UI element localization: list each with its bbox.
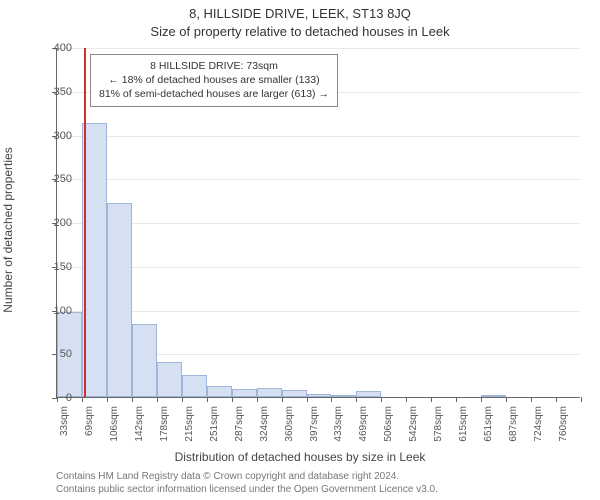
chart-title-main: 8, HILLSIDE DRIVE, LEEK, ST13 8JQ	[0, 6, 600, 21]
credits-line2: Contains public sector information licen…	[56, 484, 438, 497]
x-tick	[82, 397, 83, 402]
x-tick-label: 469sqm	[358, 406, 369, 442]
x-tick	[307, 397, 308, 402]
x-tick-label: 506sqm	[383, 406, 394, 442]
x-tick-label: 106sqm	[109, 406, 120, 442]
x-tick-label: 33sqm	[59, 406, 70, 436]
x-tick	[506, 397, 507, 402]
y-tick-label: 400	[32, 42, 72, 54]
x-tick	[182, 397, 183, 402]
x-tick-label: 178sqm	[159, 406, 170, 442]
annotation-line: 8 HILLSIDE DRIVE: 73sqm	[99, 59, 329, 73]
x-tick-label: 69sqm	[84, 406, 95, 436]
x-tick-label: 251sqm	[209, 406, 220, 442]
x-tick	[481, 397, 482, 402]
x-tick	[581, 397, 582, 402]
chart-title-sub: Size of property relative to detached ho…	[0, 24, 600, 39]
x-tick-label: 651sqm	[483, 406, 494, 442]
y-tick-label: 300	[32, 130, 72, 142]
x-tick-label: 397sqm	[309, 406, 320, 442]
y-tick-label: 0	[32, 392, 72, 404]
x-axis-label: Distribution of detached houses by size …	[0, 450, 600, 464]
x-tick	[331, 397, 332, 402]
x-tick-label: 142sqm	[134, 406, 145, 442]
credits-line1: Contains HM Land Registry data © Crown c…	[56, 471, 438, 484]
y-tick-label: 200	[32, 217, 72, 229]
y-tick-label: 50	[32, 348, 72, 360]
x-tick-label: 433sqm	[333, 406, 344, 442]
x-tick-label: 724sqm	[533, 406, 544, 442]
x-tick	[107, 397, 108, 402]
x-tick	[157, 397, 158, 402]
x-tick-label: 687sqm	[508, 406, 519, 442]
x-tick-label: 578sqm	[433, 406, 444, 442]
x-tick	[381, 397, 382, 402]
x-tick	[207, 397, 208, 402]
annotation-line: 81% of semi-detached houses are larger (…	[99, 87, 329, 101]
annotation-line: ← 18% of detached houses are smaller (13…	[99, 73, 329, 87]
x-tick	[406, 397, 407, 402]
x-tick-label: 542sqm	[408, 406, 419, 442]
x-tick-label: 615sqm	[458, 406, 469, 442]
x-tick-label: 287sqm	[234, 406, 245, 442]
y-tick-label: 250	[32, 173, 72, 185]
y-tick-label: 150	[32, 261, 72, 273]
marker-line	[84, 48, 86, 397]
chart-container: { "chart": { "type": "histogram", "title…	[0, 0, 600, 500]
x-tick	[456, 397, 457, 402]
y-tick-label: 100	[32, 305, 72, 317]
x-tick-label: 360sqm	[284, 406, 295, 442]
x-tick	[232, 397, 233, 402]
x-tick	[531, 397, 532, 402]
x-tick	[282, 397, 283, 402]
y-tick-label: 350	[32, 86, 72, 98]
credits: Contains HM Land Registry data © Crown c…	[56, 471, 438, 496]
x-tick-label: 215sqm	[184, 406, 195, 442]
x-tick	[257, 397, 258, 402]
x-tick	[132, 397, 133, 402]
annotation-box: 8 HILLSIDE DRIVE: 73sqm← 18% of detached…	[90, 54, 338, 107]
x-tick	[431, 397, 432, 402]
x-tick	[556, 397, 557, 402]
x-tick-label: 324sqm	[259, 406, 270, 442]
x-tick	[356, 397, 357, 402]
x-tick-label: 760sqm	[558, 406, 569, 442]
